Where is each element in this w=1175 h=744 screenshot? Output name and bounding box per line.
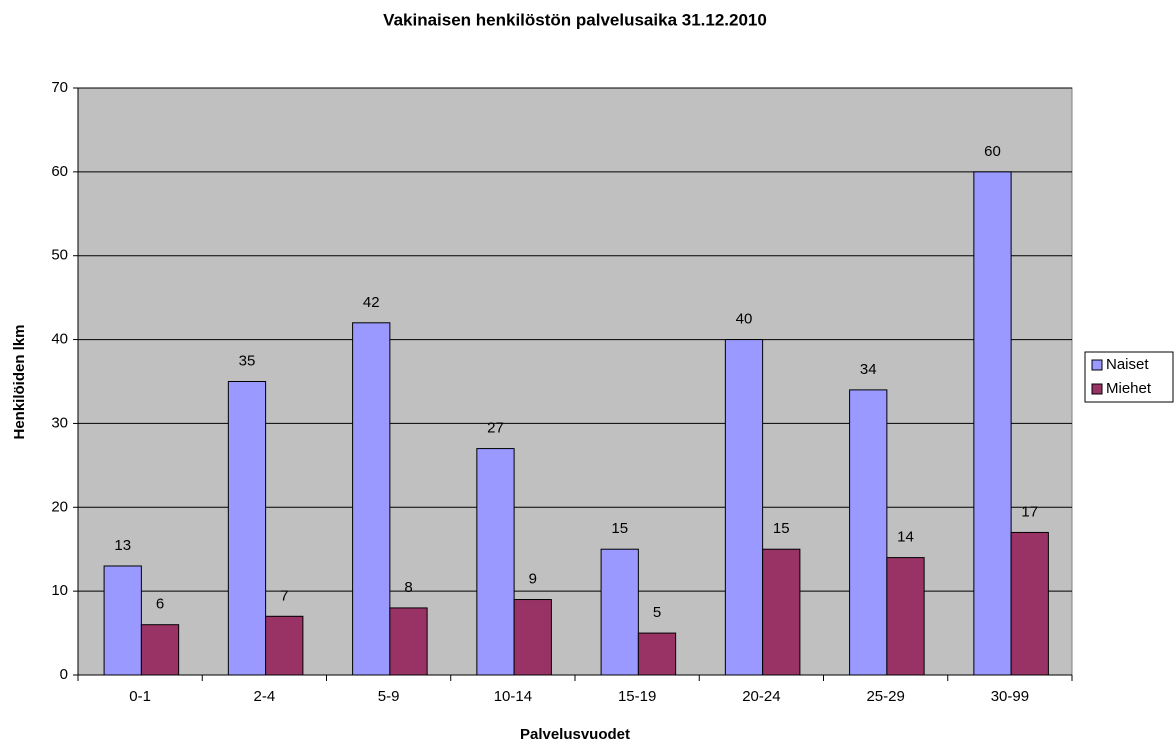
data-label: 40 [736,311,753,328]
data-label: 27 [487,420,504,437]
x-tick-label: 5-9 [378,688,400,705]
legend-label: Naiset [1106,356,1149,373]
bar [476,448,515,676]
y-tick-label: 40 [51,331,68,348]
data-label: 34 [860,361,877,378]
data-label: 8 [404,579,412,596]
chart-title: Vakinaisen henkilöstön palvelusaika 31.1… [383,10,767,29]
y-tick-label: 50 [51,247,68,264]
bar [352,322,391,676]
bar [849,389,888,676]
bar [103,565,142,676]
x-tick-label: 20-24 [742,688,780,705]
bar [140,624,180,676]
x-tick-label: 2-4 [254,688,276,705]
y-tick-label: 10 [51,582,68,599]
x-tick-label: 15-19 [618,688,656,705]
bar [886,557,925,676]
y-tick-label: 60 [51,163,68,180]
bar [724,339,764,676]
y-tick-label: 70 [51,79,68,96]
data-label: 6 [156,596,164,613]
y-tick-label: 0 [60,666,68,683]
legend-swatch [1091,383,1103,395]
bar [389,607,428,676]
bar [513,599,552,676]
data-label: 7 [280,587,288,604]
x-tick-label: 30-99 [991,688,1029,705]
bar [227,381,267,676]
y-axis-label: Henkilöiden lkm [11,324,28,439]
data-label: 35 [239,352,256,369]
bar [1010,531,1049,676]
data-label: 15 [773,520,790,537]
bar [973,171,1012,676]
data-label: 9 [529,570,537,587]
x-tick-label: 25-29 [866,688,904,705]
y-tick-label: 30 [51,414,68,431]
bar [637,632,677,676]
x-axis-label: Palvelusvuodet [520,726,630,743]
legend-swatch [1091,359,1103,371]
data-label: 60 [984,143,1001,160]
bar [265,615,304,676]
y-tick-label: 20 [51,498,68,515]
data-label: 14 [897,529,914,546]
data-label: 13 [114,537,131,554]
bar [762,548,801,676]
legend-label: Miehet [1106,380,1152,397]
data-label: 17 [1021,503,1038,520]
data-label: 15 [611,520,628,537]
x-tick-label: 10-14 [494,688,532,705]
x-tick-label: 0-1 [129,688,151,705]
bar [600,548,639,676]
data-label: 5 [653,604,661,621]
data-label: 42 [363,294,380,311]
